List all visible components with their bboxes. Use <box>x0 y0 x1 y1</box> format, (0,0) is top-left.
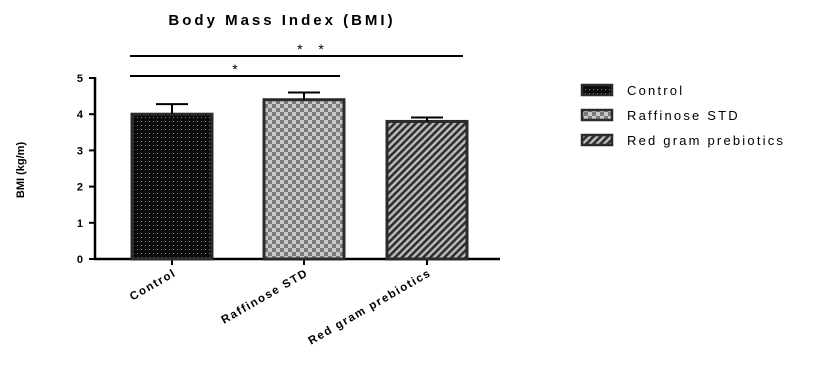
y-tick-label: 2 <box>77 182 83 194</box>
y-axis-label: BMI (kg/m) <box>15 142 27 199</box>
x-tick-label: Red gram prebiotics <box>307 267 434 347</box>
significance-label: * * <box>297 41 330 57</box>
legend-swatch <box>580 133 614 147</box>
chart-title: Body Mass Index (BMI) <box>168 12 395 29</box>
legend-swatch <box>580 108 614 122</box>
x-tick-label: Raffinose STD <box>220 267 311 326</box>
y-tick-label: 1 <box>77 218 83 230</box>
legend-label: Raffinose STD <box>627 108 740 123</box>
bar-1 <box>130 112 214 261</box>
y-axis: 0 1 2 3 4 5 <box>77 73 97 266</box>
bar-3 <box>385 119 469 261</box>
x-tick-label: Control <box>128 267 179 303</box>
y-tick-label: 3 <box>77 145 83 157</box>
bar-2 <box>262 98 346 261</box>
significance-brackets: * * * <box>130 41 463 77</box>
legend-label: Red gram prebiotics <box>627 133 785 148</box>
legend-label: Control <box>627 83 684 98</box>
y-tick-label: 4 <box>77 109 84 121</box>
y-tick-label: 0 <box>77 254 83 266</box>
significance-label: * <box>232 61 243 77</box>
legend-swatch <box>580 83 614 97</box>
bars <box>130 91 469 261</box>
legend: Control Raffinose STD Red gram prebiotics <box>580 83 785 148</box>
y-tick-label: 5 <box>77 73 83 85</box>
